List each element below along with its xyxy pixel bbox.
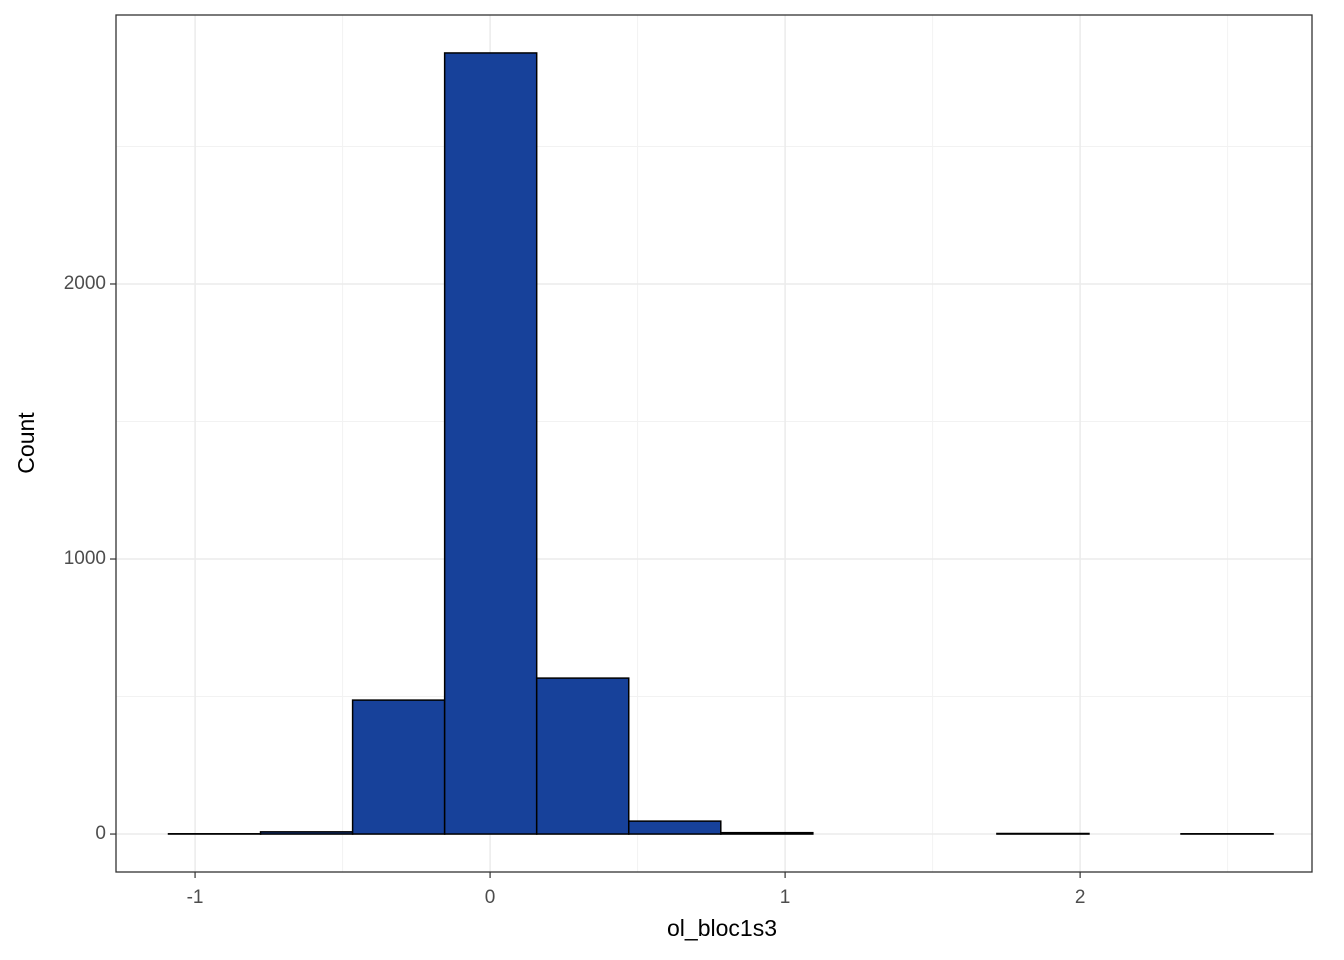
bar bbox=[443, 52, 538, 835]
bar bbox=[535, 677, 630, 835]
bar bbox=[259, 831, 354, 835]
y-axis-title: Count bbox=[13, 412, 39, 474]
x-tick-label: 2 bbox=[1075, 887, 1086, 908]
x-tick-label: 1 bbox=[780, 887, 791, 908]
x-tick-label: -1 bbox=[187, 887, 204, 908]
panel-border bbox=[115, 14, 1313, 873]
bar bbox=[627, 820, 722, 835]
bar bbox=[351, 699, 446, 835]
y-tick-label: 1000 bbox=[64, 548, 106, 569]
y-tick-label: 0 bbox=[95, 823, 106, 844]
x-tick-label: 0 bbox=[485, 887, 496, 908]
bar bbox=[720, 831, 814, 835]
x-axis-title: ol_bloc1s3 bbox=[667, 915, 777, 941]
y-tick-label: 2000 bbox=[64, 273, 106, 294]
bar bbox=[996, 832, 1090, 835]
